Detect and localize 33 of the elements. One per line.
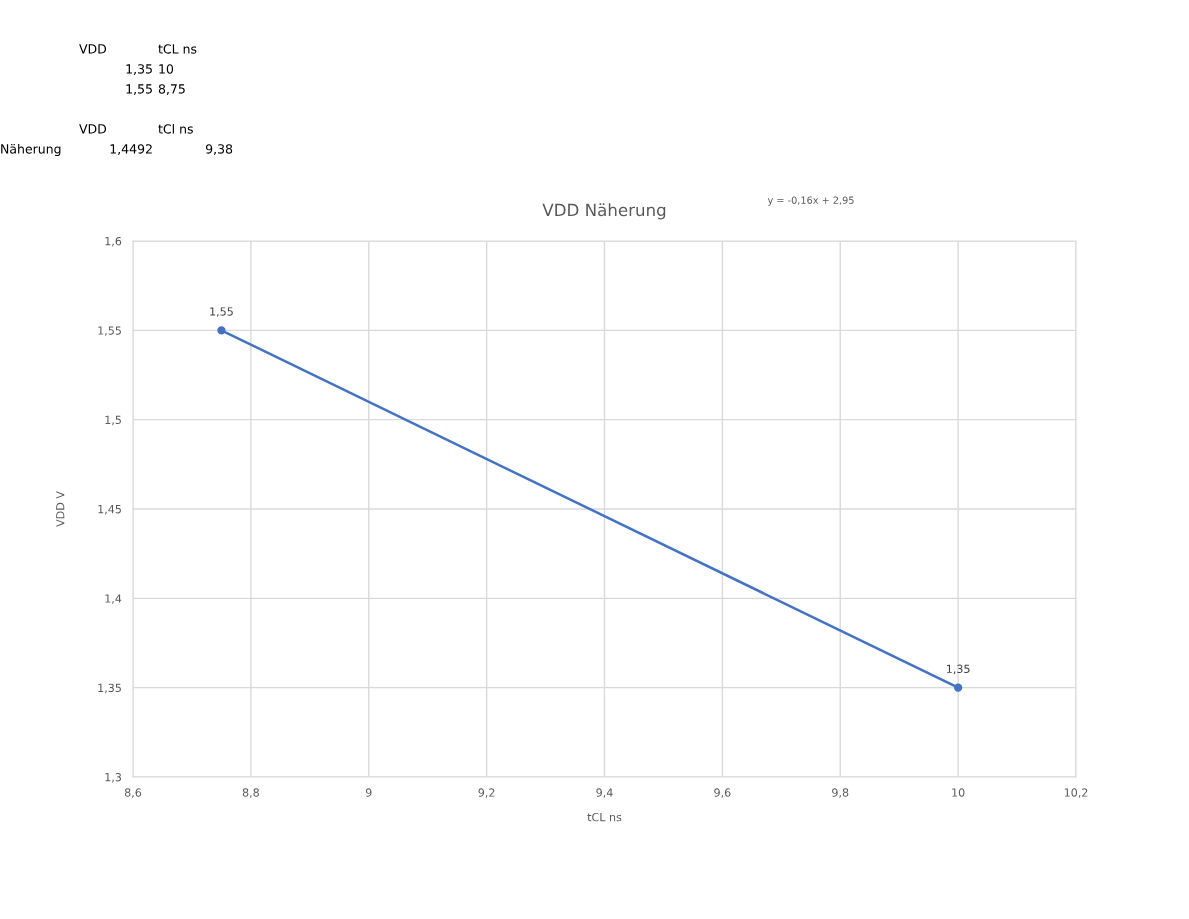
text: Näherung	[1, 143, 61, 157]
y-tick-label: 1,35	[98, 683, 121, 694]
y-tick-label: 1,4	[105, 594, 122, 604]
text: VDD	[79, 124, 107, 134]
y-tick-label: 1,6	[105, 236, 122, 247]
y-tick-label: 1,5	[105, 415, 121, 426]
y-tick-label: 1,55	[98, 326, 121, 336]
x-tick-label: 10,2	[1064, 788, 1088, 798]
text: tCL ns	[158, 44, 197, 54]
text: 1,35	[126, 64, 152, 75]
x-tick-label: 9,2	[478, 788, 495, 798]
text: 8,75	[158, 84, 185, 95]
text: 1,4492	[110, 144, 152, 155]
text: 10	[159, 64, 174, 74]
x-tick-label: 9,4	[596, 788, 613, 798]
text: tCl ns	[158, 123, 193, 134]
x-tick-label: 10	[952, 788, 965, 797]
y-axis-title: VDD V	[56, 491, 65, 527]
x-tick-label: 9,8	[832, 788, 849, 798]
x-tick-label: 9	[365, 788, 372, 797]
chart-title: VDD Näherung	[542, 203, 666, 220]
y-tick-label: 1,3	[105, 772, 121, 783]
data-label: 1,55	[210, 307, 233, 317]
x-tick-label: 8,6	[124, 788, 142, 798]
x-tick-label: 8,8	[242, 788, 259, 798]
text: 9,38	[205, 144, 233, 155]
x-axis-title: tCL ns	[587, 812, 622, 822]
text: y = -0,16x + 2,95	[767, 196, 854, 206]
text: 1,55	[126, 84, 152, 95]
x-tick-label: 9,6	[714, 788, 731, 798]
text: VDD	[79, 44, 107, 54]
y-tick-label: 1,45	[98, 505, 121, 515]
data-label: 1,35	[946, 664, 970, 675]
